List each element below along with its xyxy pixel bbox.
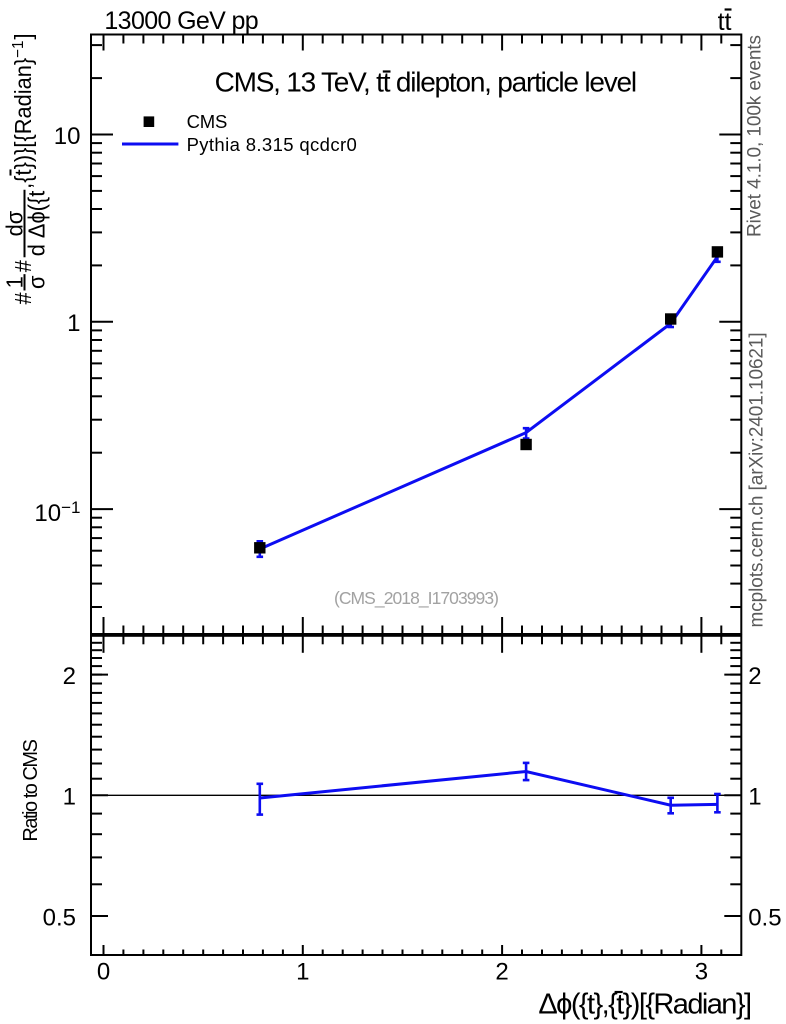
svg-text:1: 1 [2, 276, 28, 288]
svg-text:Rivet 4.1.0, 100k events: Rivet 4.1.0, 100k events [744, 35, 765, 237]
svg-text:2: 2 [495, 959, 508, 986]
svg-text:2: 2 [748, 663, 761, 690]
svg-text:2: 2 [63, 663, 76, 690]
svg-text:0: 0 [97, 959, 110, 986]
svg-text:Ratio to CMS: Ratio to CMS [20, 739, 42, 841]
svg-text:dσ: dσ [2, 211, 28, 237]
svg-text:Δϕ({t},{t})[{Radian}]: Δϕ({t},{t})[{Radian}] [538, 989, 750, 1021]
svg-text:10: 10 [54, 123, 81, 150]
svg-text:13000 GeV pp: 13000 GeV pp [104, 7, 258, 35]
svg-text:−1: −1 [10, 41, 27, 58]
svg-text:]: ] [10, 33, 36, 39]
svg-text:#: # [10, 260, 36, 273]
svg-text:1: 1 [63, 784, 76, 811]
svg-text:3: 3 [695, 959, 708, 986]
svg-text:Pythia 8.315 qcdcr0: Pythia 8.315 qcdcr0 [187, 134, 358, 155]
svg-text:tt: tt [718, 8, 732, 36]
svg-text:1: 1 [296, 959, 309, 986]
svg-text:d Δϕ({t: d Δϕ({t [24, 190, 50, 256]
svg-text:CMS: CMS [187, 111, 228, 132]
svg-text:1: 1 [67, 310, 80, 337]
svg-text:0.5: 0.5 [43, 904, 76, 931]
svg-text:σ: σ [24, 275, 50, 289]
svg-text:CMS, 13 TeV, tt dilepton, part: CMS, 13 TeV, tt dilepton, particle level [215, 67, 636, 98]
svg-text:1: 1 [748, 784, 761, 811]
svg-text:,{t})}[{Radian}: ,{t})}[{Radian} [10, 57, 36, 188]
svg-text:0.5: 0.5 [748, 904, 781, 931]
svg-text:#: # [10, 292, 36, 305]
svg-text:(CMS_2018_I1703993): (CMS_2018_I1703993) [334, 588, 498, 609]
svg-text:mcplots.cern.ch [arXiv:2401.10: mcplots.cern.ch [arXiv:2401.10621] [746, 332, 767, 627]
